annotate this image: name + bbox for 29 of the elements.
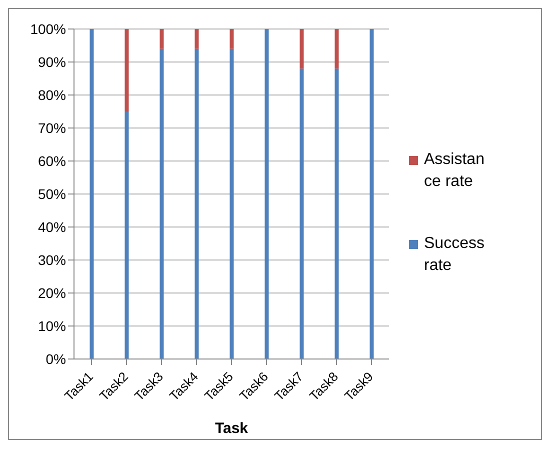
legend-label: Success rate — [424, 234, 486, 276]
bar — [334, 68, 339, 359]
bar — [124, 112, 129, 359]
bar — [230, 48, 234, 359]
bar — [230, 29, 234, 49]
y-tick-label: 0% — [46, 350, 66, 367]
bar — [334, 29, 339, 69]
bar — [300, 68, 304, 359]
bar — [124, 29, 129, 112]
bar — [370, 29, 374, 359]
y-tick-label: 60% — [38, 152, 66, 169]
y-tick-label: 30% — [38, 252, 66, 268]
y-tick-label: 70% — [38, 120, 66, 136]
y-tick-label: 90% — [38, 54, 66, 70]
bar — [160, 29, 164, 49]
y-tick-label: 40% — [38, 218, 66, 235]
bar — [90, 29, 94, 359]
x-axis-title: Task — [214, 420, 249, 437]
y-tick-label: 10% — [38, 318, 66, 334]
y-tick-label: 100% — [30, 20, 66, 37]
y-tick-label: 20% — [38, 284, 66, 301]
bar — [160, 48, 164, 359]
legend-label: Assistance rate — [424, 150, 486, 192]
bar — [194, 29, 199, 49]
y-tick-label: 50% — [38, 186, 66, 202]
bar — [264, 29, 269, 359]
y-tick-label: 80% — [38, 86, 66, 103]
bar — [194, 48, 199, 359]
bar — [300, 29, 304, 69]
